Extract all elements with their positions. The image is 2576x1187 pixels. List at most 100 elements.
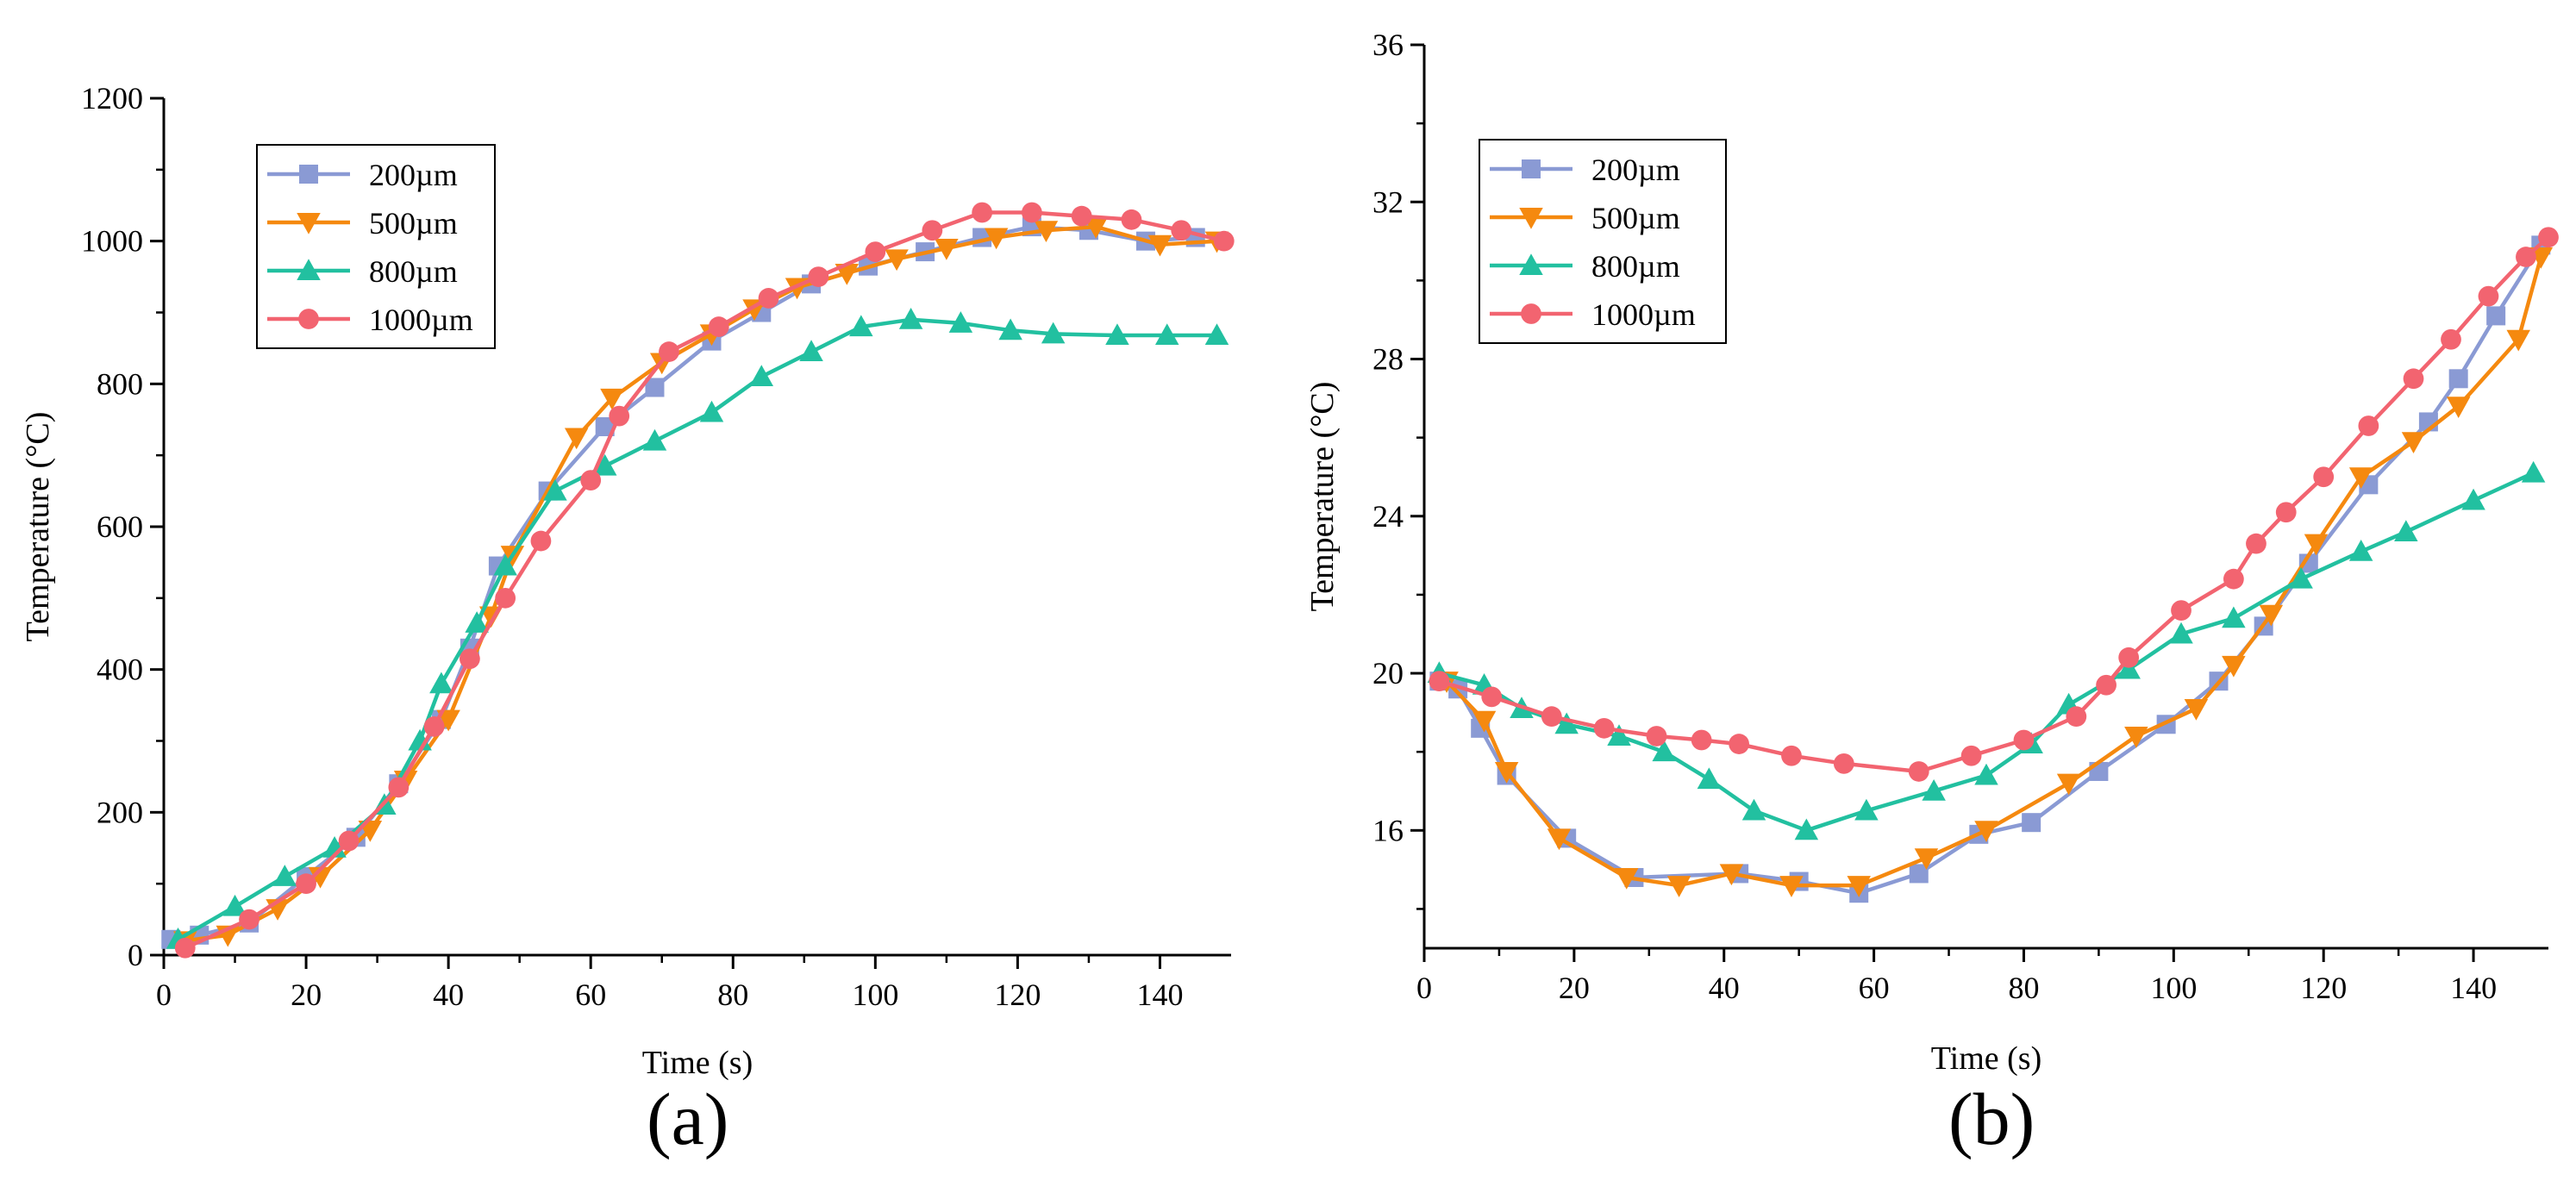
data-point xyxy=(2348,540,2373,561)
data-point xyxy=(2118,647,2140,668)
legend-marker xyxy=(299,165,318,184)
data-point xyxy=(322,836,347,858)
x-tick-label: 60 xyxy=(1859,971,1890,1005)
legend-marker xyxy=(1519,253,1543,275)
legend-marker xyxy=(1521,303,1541,324)
legend-label: 800µm xyxy=(1591,249,1680,284)
data-point xyxy=(2486,306,2506,326)
data-point xyxy=(2171,600,2191,622)
data-point xyxy=(799,340,823,362)
panel-label-b: (b) xyxy=(1948,1078,2035,1160)
data-point xyxy=(2124,726,2148,748)
data-point xyxy=(1914,848,1939,870)
data-point xyxy=(408,728,432,751)
y-tick-label: 36 xyxy=(1372,28,1404,62)
data-point xyxy=(2448,369,2468,389)
y-tick-label: 200 xyxy=(97,795,143,829)
data-point xyxy=(222,894,247,916)
data-point xyxy=(592,453,617,476)
data-point xyxy=(922,220,943,241)
y-tick-label: 1000 xyxy=(81,224,143,259)
y-tick-label: 800 xyxy=(97,366,143,401)
data-point xyxy=(1547,828,1572,851)
data-point xyxy=(1833,753,1854,774)
chart-a: 0 20 40 60 80 100 120 140 0 200 400 600 800 1000 1200 T… xyxy=(20,81,1235,1081)
data-point xyxy=(1741,798,1766,821)
data-point xyxy=(580,470,602,491)
data-point xyxy=(1147,234,1172,257)
legend-marker xyxy=(297,213,321,234)
x-tick-label: 40 xyxy=(1709,971,1740,1005)
data-point xyxy=(239,909,259,930)
x-tick-label: 120 xyxy=(2300,971,2347,1005)
legend-label: 500µm xyxy=(369,206,458,241)
data-point xyxy=(1691,729,1712,751)
data-point xyxy=(495,587,516,609)
series-500m xyxy=(1435,247,2554,897)
data-point xyxy=(460,648,480,670)
data-point xyxy=(174,937,196,959)
data-point xyxy=(429,672,453,694)
data-point xyxy=(1974,821,1998,843)
data-point xyxy=(2184,699,2209,721)
y-axis-label: Temperature (°C) xyxy=(20,412,56,642)
data-point xyxy=(2116,657,2141,679)
data-point xyxy=(1105,323,1129,346)
data-point xyxy=(1652,740,1676,762)
data-point xyxy=(1154,323,1179,346)
legend-box xyxy=(1479,139,1727,344)
data-point xyxy=(984,228,1009,250)
data-point xyxy=(1204,323,1229,346)
legend: 200µm 500µm 800µm 1000µm xyxy=(1479,139,1727,344)
data-point xyxy=(1781,745,1802,766)
x-axis-label: Time (s) xyxy=(642,1045,753,1081)
data-point xyxy=(338,830,360,852)
series-1000m xyxy=(174,202,1235,959)
data-point xyxy=(600,388,624,410)
data-point xyxy=(2246,533,2267,554)
data-point xyxy=(609,405,630,427)
data-point xyxy=(865,241,886,262)
data-point xyxy=(436,709,460,732)
data-point xyxy=(2506,329,2530,352)
x-tick-label: 140 xyxy=(2450,971,2497,1005)
legend-label: 200µm xyxy=(369,158,458,192)
legend-label: 1000µm xyxy=(369,303,473,337)
legend-marker xyxy=(1519,208,1543,229)
data-point xyxy=(885,249,909,272)
data-point xyxy=(1794,818,1819,840)
x-tick-label: 100 xyxy=(852,978,898,1012)
data-point xyxy=(1041,322,1066,344)
data-point xyxy=(2022,813,2041,833)
y-tick-label: 400 xyxy=(97,653,143,687)
x-tick-label: 60 xyxy=(575,978,606,1012)
data-point xyxy=(2066,706,2087,728)
data-point xyxy=(2446,397,2471,418)
x-tick-label: 80 xyxy=(2008,971,2039,1005)
x-tick-label: 80 xyxy=(717,978,748,1012)
data-point xyxy=(2223,568,2244,590)
data-point xyxy=(2275,502,2297,523)
data-point xyxy=(2013,729,2035,751)
axes: 0 20 40 60 80 100 120 140 16 20 24 28 32 36 xyxy=(1372,28,2548,1005)
data-point xyxy=(1084,217,1108,239)
x-tick-label: 0 xyxy=(156,978,172,1012)
data-point xyxy=(595,417,615,437)
data-point xyxy=(2169,622,2193,644)
series-800m xyxy=(1427,460,2546,840)
x-tick-label: 140 xyxy=(1136,978,1183,1012)
legend-label: 200µm xyxy=(1591,153,1680,187)
legend-label: 1000µm xyxy=(1591,297,1696,332)
legend-marker xyxy=(297,259,321,280)
data-point xyxy=(2096,674,2116,696)
data-point xyxy=(465,611,489,633)
data-point xyxy=(1974,763,1998,785)
data-point xyxy=(2298,553,2318,573)
data-point xyxy=(998,318,1022,340)
data-point xyxy=(935,238,959,260)
data-point xyxy=(2521,460,2546,483)
axes: 0 20 40 60 80 100 120 140 0 200 400 600 800 1000 1200 xyxy=(81,81,1231,1012)
y-tick-label: 16 xyxy=(1372,813,1404,847)
data-point xyxy=(1960,745,1982,766)
data-point xyxy=(2056,773,2081,796)
